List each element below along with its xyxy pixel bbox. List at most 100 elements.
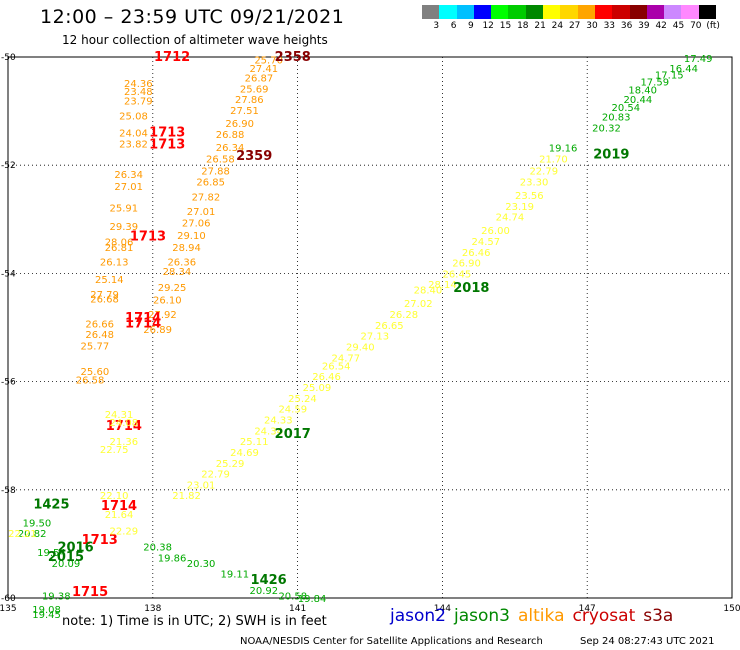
data-point: 20.54 <box>611 103 640 114</box>
data-point: 19.38 <box>42 591 71 602</box>
legend-swatch <box>664 5 682 19</box>
data-point: 26.58 <box>206 155 235 166</box>
data-point: 24.69 <box>230 448 259 459</box>
data-point: 25.69 <box>240 84 269 95</box>
data-point: 29.39 <box>110 222 139 233</box>
legend-swatch <box>525 5 544 19</box>
data-point: 20.44 <box>624 95 653 106</box>
data-point: 26.68 <box>90 294 119 305</box>
satellite-name: altika <box>518 606 565 626</box>
data-point: 24.77 <box>332 353 361 364</box>
data-point: 23.56 <box>515 191 544 202</box>
data-point: 20.58 <box>278 591 307 602</box>
satellite-name: s3a <box>643 606 674 626</box>
data-point: 24.34 <box>254 426 283 437</box>
pass-label: 2018 <box>453 281 489 296</box>
data-point: 22.10 <box>100 491 129 502</box>
data-point: 26.46 <box>312 372 341 383</box>
data-point: 1714 <box>106 419 142 434</box>
data-point: 21.70 <box>539 155 568 166</box>
data-point: 26.36 <box>167 257 196 268</box>
footer-timestamp: Sep 24 08:27:43 UTC 2021 <box>580 636 715 647</box>
data-point: 26.85 <box>196 177 225 188</box>
data-point: 1714 <box>125 311 161 326</box>
legend-swatch <box>646 5 665 19</box>
data-point: 18.40 <box>628 85 657 96</box>
pass-label: 2017 <box>275 427 311 442</box>
legend-swatch <box>577 5 595 19</box>
legend-label: 36 <box>620 21 633 31</box>
data-point: 25.14 <box>95 275 124 286</box>
data-point: 2359 <box>236 149 272 164</box>
x-tick-label: 135 <box>0 604 17 614</box>
data-point: 22.21 <box>8 529 37 540</box>
legend-label: 45 <box>672 21 685 31</box>
data-point: 24.33 <box>264 415 293 426</box>
data-point: 27.86 <box>235 95 264 106</box>
legend-swatch <box>629 5 647 19</box>
data-point: 24.57 <box>472 237 501 248</box>
data-point: 26.00 <box>481 226 510 237</box>
legend-swatch <box>612 5 630 19</box>
data-point: 19.84 <box>298 594 327 605</box>
data-point: 23.79 <box>124 96 153 107</box>
legend-label: 15 <box>499 21 512 31</box>
legend-swatch <box>681 5 699 19</box>
legend-label: 6 <box>450 21 457 31</box>
data-point: 20.82 <box>18 529 47 540</box>
data-point: 17.15 <box>655 70 684 81</box>
y-tick-label: -52 <box>1 161 16 171</box>
data-point: 20.83 <box>602 113 631 124</box>
data-point: 26.13 <box>100 257 129 268</box>
data-point: 26.90 <box>225 119 254 130</box>
data-point: 27.13 <box>361 332 390 343</box>
y-tick-label: -56 <box>1 378 16 388</box>
data-point: 26.90 <box>452 259 481 270</box>
data-point: 25.29 <box>216 459 245 470</box>
data-point: 24.74 <box>496 213 525 224</box>
data-point: 19.11 <box>221 570 250 581</box>
pass-label: 2015 <box>48 550 84 565</box>
legend-swatch <box>491 5 509 19</box>
legend-swatch <box>543 5 561 19</box>
data-point: 20.30 <box>187 559 216 570</box>
data-point: 27.88 <box>201 167 230 178</box>
satellite-name: cryosat <box>572 606 636 626</box>
legend-label: 30 <box>586 21 598 31</box>
data-point: 19.16 <box>549 143 578 154</box>
data-point: 20.38 <box>143 543 172 554</box>
pass-label: 2019 <box>593 147 629 162</box>
data-point: 25.24 <box>288 394 317 405</box>
legend-label: 33 <box>603 21 616 31</box>
pass-label: 1426 <box>251 573 287 588</box>
data-point: 27.79 <box>90 290 119 301</box>
y-tick-label: -50 <box>1 53 16 63</box>
legend-swatch <box>698 5 717 19</box>
data-point: 28.14 <box>428 280 457 291</box>
data-point: 26.54 <box>322 361 351 372</box>
data-point: 29.10 <box>177 231 206 242</box>
data-point: 26.58 <box>76 375 105 386</box>
data-point: 22.75 <box>100 445 129 456</box>
legend-swatch <box>473 5 492 19</box>
pass-label: 1425 <box>33 497 69 512</box>
data-point: 28.40 <box>414 286 443 297</box>
data-point: 27.41 <box>249 64 278 75</box>
satellite-legend: jason2 jason3 altika cryosat s3a <box>390 606 681 626</box>
data-point: 22.79 <box>201 470 230 481</box>
data-point: 23.48 <box>124 87 153 98</box>
data-point: 25.08 <box>119 111 148 122</box>
legend-swatch <box>560 5 578 19</box>
data-point: 1713 <box>130 230 166 245</box>
data-point: 25.77 <box>81 341 110 352</box>
data-point: 26.81 <box>105 243 134 254</box>
satellite-name: jason2 <box>390 606 446 626</box>
data-point: 20.92 <box>249 586 278 597</box>
data-point: 26.45 <box>443 269 472 280</box>
data-point: 1713 <box>149 126 185 141</box>
data-point: 23.82 <box>119 140 148 151</box>
data-point: 27.02 <box>404 299 433 310</box>
data-point: 26.28 <box>389 310 418 321</box>
y-tick-label: -58 <box>1 486 16 496</box>
